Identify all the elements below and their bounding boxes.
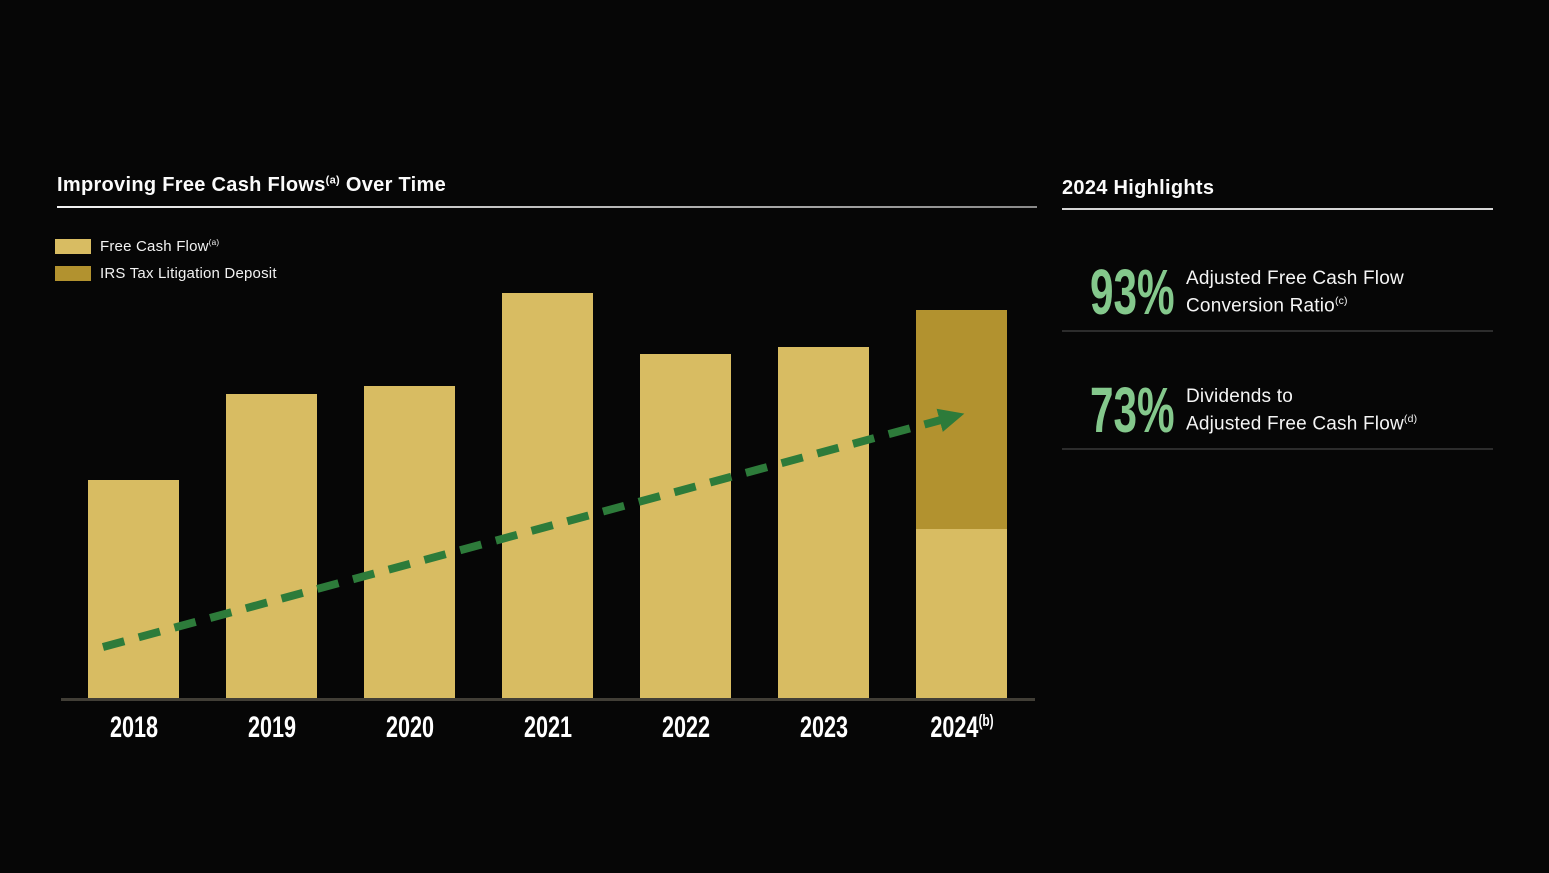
bar-2018-free-cash-flow	[88, 480, 179, 700]
highlight-text: Adjusted Free Cash Flow Conversion Ratio(…	[1186, 267, 1404, 317]
bar-2022-free-cash-flow	[640, 354, 731, 700]
bar-2021-free-cash-flow	[502, 293, 593, 700]
highlights-divider-1	[1062, 330, 1493, 332]
bar-2024-irs-deposit	[916, 310, 1007, 529]
legend-label: Free Cash Flow(a)	[100, 238, 220, 255]
highlights-divider-2	[1062, 448, 1493, 450]
highlight-dividends: 73% Dividends to Adjusted Free Cash Flow(…	[1090, 374, 1418, 446]
legend-item-free-cash-flow: Free Cash Flow(a)	[55, 233, 277, 260]
highlight-text: Dividends to Adjusted Free Cash Flow(d)	[1186, 385, 1418, 435]
legend-item-irs-tax-litigation-deposit: IRS Tax Litigation Deposit	[55, 260, 277, 287]
x-axis-label-2024: 2024(b)	[929, 711, 994, 744]
legend-swatch-irs-deposit	[55, 266, 91, 281]
chart-title: Improving Free Cash Flows(a) Over Time	[57, 174, 446, 197]
highlight-value-93: 93%	[1090, 256, 1175, 328]
bar-2023-free-cash-flow	[778, 347, 869, 700]
x-axis-line	[61, 698, 1035, 701]
legend-swatch-free-cash-flow	[55, 239, 91, 254]
chart-title-text: Improving Free Cash Flows	[57, 174, 326, 196]
bar-2019-free-cash-flow	[226, 394, 317, 700]
bar-2024-free-cash-flow	[916, 529, 1007, 700]
bar-2020-free-cash-flow	[364, 386, 455, 700]
x-axis-label-2021: 2021	[523, 711, 572, 744]
legend-label: IRS Tax Litigation Deposit	[100, 265, 277, 282]
x-axis-label-2019: 2019	[247, 711, 296, 744]
x-axis-label-2020: 2020	[385, 711, 434, 744]
highlights-title: 2024 Highlights	[1062, 177, 1215, 199]
chart-title-suffix: Over Time	[340, 174, 447, 196]
x-axis-label-2023: 2023	[799, 711, 848, 744]
x-axis-label-2022: 2022	[661, 711, 710, 744]
highlights-title-underline	[1062, 208, 1493, 210]
chart-title-underline	[57, 206, 1037, 208]
chart-legend: Free Cash Flow(a) IRS Tax Litigation Dep…	[55, 233, 277, 287]
x-axis-label-2018: 2018	[109, 711, 158, 744]
highlight-conversion-ratio: 93% Adjusted Free Cash Flow Conversion Ra…	[1090, 256, 1404, 328]
chart-title-superscript: (a)	[325, 174, 341, 187]
highlight-value-73: 73%	[1090, 374, 1175, 446]
